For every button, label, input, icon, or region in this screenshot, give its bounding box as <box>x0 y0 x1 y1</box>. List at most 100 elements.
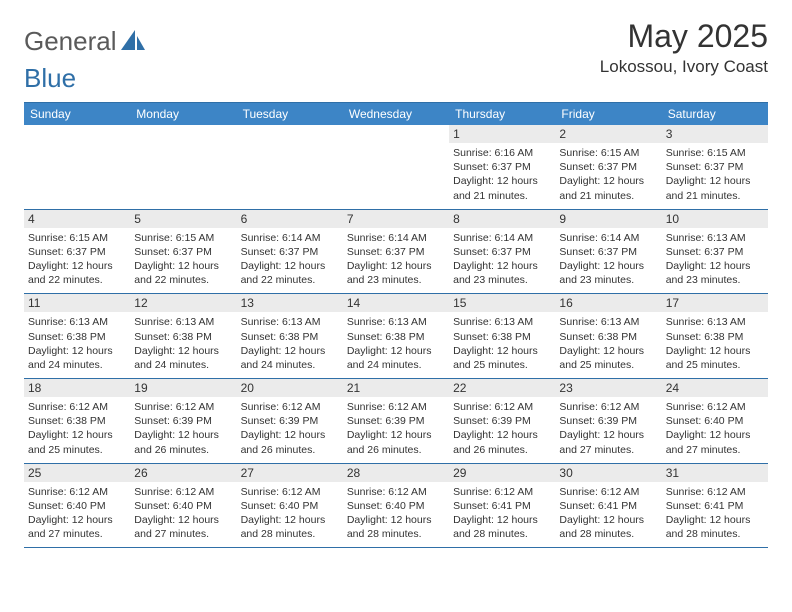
date-number: 19 <box>130 379 236 397</box>
daylight1-text: Daylight: 12 hours <box>241 259 339 273</box>
day-header-row: Sunday Monday Tuesday Wednesday Thursday… <box>24 103 768 125</box>
brand-sail-icon <box>121 30 147 54</box>
day-info: Sunrise: 6:15 AMSunset: 6:37 PMDaylight:… <box>666 146 764 203</box>
daylight2-text: and 28 minutes. <box>453 527 551 541</box>
sunset-text: Sunset: 6:37 PM <box>28 245 126 259</box>
sunset-text: Sunset: 6:37 PM <box>559 160 657 174</box>
date-number: 26 <box>130 464 236 482</box>
daylight1-text: Daylight: 12 hours <box>134 259 232 273</box>
sunset-text: Sunset: 6:37 PM <box>453 160 551 174</box>
daylight1-text: Daylight: 12 hours <box>241 344 339 358</box>
day-header: Monday <box>130 103 236 125</box>
daylight1-text: Daylight: 12 hours <box>134 428 232 442</box>
date-number: 15 <box>449 294 555 312</box>
day-header: Friday <box>555 103 661 125</box>
daylight1-text: Daylight: 12 hours <box>347 428 445 442</box>
date-number: 24 <box>662 379 768 397</box>
sunset-text: Sunset: 6:39 PM <box>241 414 339 428</box>
date-number: 27 <box>237 464 343 482</box>
sunset-text: Sunset: 6:37 PM <box>559 245 657 259</box>
month-title: May 2025 <box>600 18 768 55</box>
daylight1-text: Daylight: 12 hours <box>666 344 764 358</box>
sunrise-text: Sunrise: 6:13 AM <box>559 315 657 329</box>
sunset-text: Sunset: 6:38 PM <box>347 330 445 344</box>
date-number: 10 <box>662 210 768 228</box>
day-header: Tuesday <box>237 103 343 125</box>
daylight2-text: and 23 minutes. <box>559 273 657 287</box>
daylight2-text: and 25 minutes. <box>453 358 551 372</box>
sunrise-text: Sunrise: 6:16 AM <box>453 146 551 160</box>
day-cell: 13Sunrise: 6:13 AMSunset: 6:38 PMDayligh… <box>237 294 343 378</box>
day-cell: 16Sunrise: 6:13 AMSunset: 6:38 PMDayligh… <box>555 294 661 378</box>
day-info: Sunrise: 6:13 AMSunset: 6:38 PMDaylight:… <box>347 315 445 372</box>
daylight2-text: and 27 minutes. <box>28 527 126 541</box>
daylight1-text: Daylight: 12 hours <box>347 344 445 358</box>
daylight1-text: Daylight: 12 hours <box>666 259 764 273</box>
day-info: Sunrise: 6:12 AMSunset: 6:40 PMDaylight:… <box>666 400 764 457</box>
day-info: Sunrise: 6:13 AMSunset: 6:38 PMDaylight:… <box>453 315 551 372</box>
sunset-text: Sunset: 6:37 PM <box>453 245 551 259</box>
day-cell: 6Sunrise: 6:14 AMSunset: 6:37 PMDaylight… <box>237 210 343 294</box>
sunset-text: Sunset: 6:37 PM <box>134 245 232 259</box>
daylight2-text: and 21 minutes. <box>453 189 551 203</box>
sunrise-text: Sunrise: 6:12 AM <box>559 400 657 414</box>
day-cell: 15 Sunrise: 6:13 AMSunset: 6:38 PMDayligh… <box>449 294 555 378</box>
brand-name-part2: Blue <box>24 63 76 93</box>
day-cell: 24 Sunrise: 6:12 AMSunset: 6:40 PMDayligh… <box>662 379 768 463</box>
date-number: 8 <box>449 210 555 228</box>
sunset-text: Sunset: 6:41 PM <box>559 499 657 513</box>
date-number: 2 <box>555 125 661 143</box>
sunrise-text: Sunrise: 6:12 AM <box>666 485 764 499</box>
day-cell: 30Sunrise: 6:12 AMSunset: 6:41 PMDayligh… <box>555 464 661 548</box>
date-number: 6 <box>237 210 343 228</box>
day-cell <box>130 125 236 209</box>
sunrise-text: Sunrise: 6:12 AM <box>559 485 657 499</box>
week-row: 25Sunrise: 6:12 AMSunset: 6:40 PMDayligh… <box>24 464 768 549</box>
sunrise-text: Sunrise: 6:12 AM <box>241 485 339 499</box>
day-header: Thursday <box>449 103 555 125</box>
date-number: 1 <box>449 125 555 143</box>
sunrise-text: Sunrise: 6:15 AM <box>666 146 764 160</box>
day-cell: 14 Sunrise: 6:13 AMSunset: 6:38 PMDayligh… <box>343 294 449 378</box>
day-info: Sunrise: 6:15 AMSunset: 6:37 PMDaylight:… <box>134 231 232 288</box>
sunrise-text: Sunrise: 6:13 AM <box>666 315 764 329</box>
day-cell: 19Sunrise: 6:12 AMSunset: 6:39 PMDayligh… <box>130 379 236 463</box>
sunset-text: Sunset: 6:41 PM <box>666 499 764 513</box>
daylight2-text: and 22 minutes. <box>134 273 232 287</box>
day-cell <box>343 125 449 209</box>
daylight2-text: and 28 minutes. <box>241 527 339 541</box>
date-number: 21 <box>343 379 449 397</box>
date-number: 28 <box>343 464 449 482</box>
daylight2-text: and 22 minutes. <box>241 273 339 287</box>
daylight2-text: and 24 minutes. <box>28 358 126 372</box>
day-info: Sunrise: 6:14 AMSunset: 6:37 PMDaylight:… <box>347 231 445 288</box>
daylight1-text: Daylight: 12 hours <box>453 513 551 527</box>
day-cell: 4Sunrise: 6:15 AMSunset: 6:37 PMDaylight… <box>24 210 130 294</box>
day-info: Sunrise: 6:13 AMSunset: 6:38 PMDaylight:… <box>666 315 764 372</box>
date-number: 25 <box>24 464 130 482</box>
daylight1-text: Daylight: 12 hours <box>347 259 445 273</box>
sunrise-text: Sunrise: 6:13 AM <box>347 315 445 329</box>
day-cell: 31Sunrise: 6:12 AMSunset: 6:41 PMDayligh… <box>662 464 768 548</box>
sunrise-text: Sunrise: 6:13 AM <box>134 315 232 329</box>
day-info: Sunrise: 6:16 AMSunset: 6:37 PMDaylight:… <box>453 146 551 203</box>
daylight1-text: Daylight: 12 hours <box>559 174 657 188</box>
day-cell: 12Sunrise: 6:13 AMSunset: 6:38 PMDayligh… <box>130 294 236 378</box>
date-number <box>237 125 343 143</box>
daylight2-text: and 21 minutes. <box>559 189 657 203</box>
daylight1-text: Daylight: 12 hours <box>134 513 232 527</box>
date-number: 31 <box>662 464 768 482</box>
sunrise-text: Sunrise: 6:12 AM <box>241 400 339 414</box>
daylight2-text: and 24 minutes. <box>241 358 339 372</box>
sunset-text: Sunset: 6:38 PM <box>559 330 657 344</box>
day-header: Wednesday <box>343 103 449 125</box>
daylight2-text: and 27 minutes. <box>666 443 764 457</box>
brand-logo: General <box>24 26 149 57</box>
daylight2-text: and 28 minutes. <box>559 527 657 541</box>
date-number <box>343 125 449 143</box>
date-number: 18 <box>24 379 130 397</box>
sunset-text: Sunset: 6:37 PM <box>347 245 445 259</box>
daylight1-text: Daylight: 12 hours <box>241 428 339 442</box>
sunrise-text: Sunrise: 6:13 AM <box>666 231 764 245</box>
date-number: 14 <box>343 294 449 312</box>
